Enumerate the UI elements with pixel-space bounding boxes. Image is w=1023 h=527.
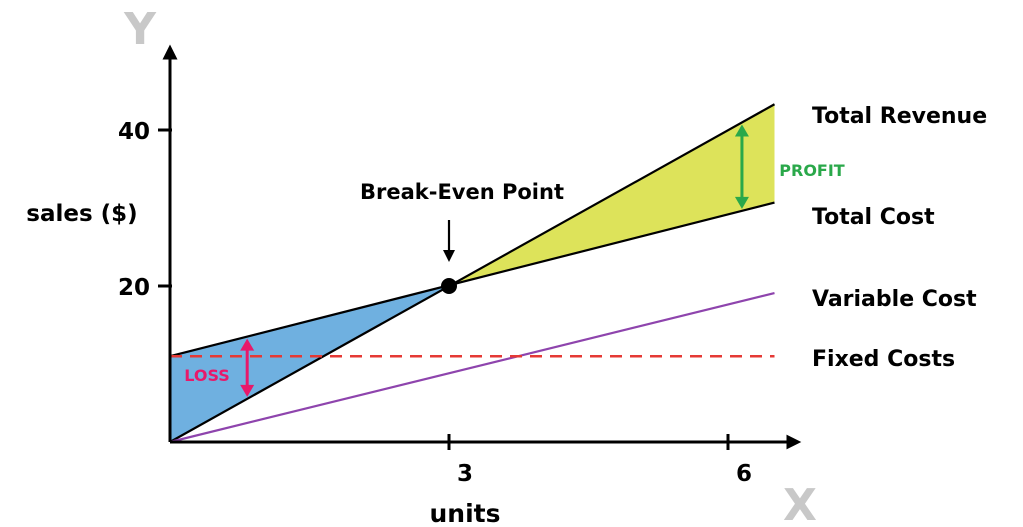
y-tick-label-20: 20 [118, 275, 150, 301]
series-label-total-revenue: Total Revenue [812, 104, 987, 129]
x-axis-letter: X [783, 480, 817, 527]
series-label-fixed-costs: Fixed Costs [812, 347, 955, 372]
break-even-arrow-head [443, 250, 455, 262]
profit-label: PROFIT [779, 161, 845, 180]
profit-arrow-head-down [734, 196, 749, 209]
loss-arrow [240, 338, 255, 397]
x-tick-label-6: 6 [736, 461, 752, 487]
x-axis-label: units [430, 499, 501, 527]
loss-arrow-head-up [240, 338, 255, 351]
profit-arrow [734, 124, 749, 209]
y-axis-label: sales ($) [26, 201, 137, 227]
break-even-label: Break-Even Point [360, 180, 564, 204]
y-axis-letter: Y [123, 4, 157, 55]
total-cost-line [169, 201, 775, 358]
variable-cost-line [169, 291, 775, 444]
annotations-layer [240, 124, 749, 397]
y-tick-label-40: 40 [118, 119, 150, 145]
x-tick-label-3: 3 [457, 461, 473, 487]
series-label-total-cost: Total Cost [812, 205, 935, 230]
loss-arrow-head-down [240, 384, 255, 397]
lines-layer [169, 103, 776, 444]
profit-arrow-head-up [734, 124, 749, 137]
axes-layer [158, 44, 802, 450]
loss-label: LOSS [184, 366, 230, 385]
total-revenue-line [169, 103, 776, 443]
series-label-variable-cost: Variable Cost [812, 287, 977, 312]
break-even-point [441, 278, 457, 294]
